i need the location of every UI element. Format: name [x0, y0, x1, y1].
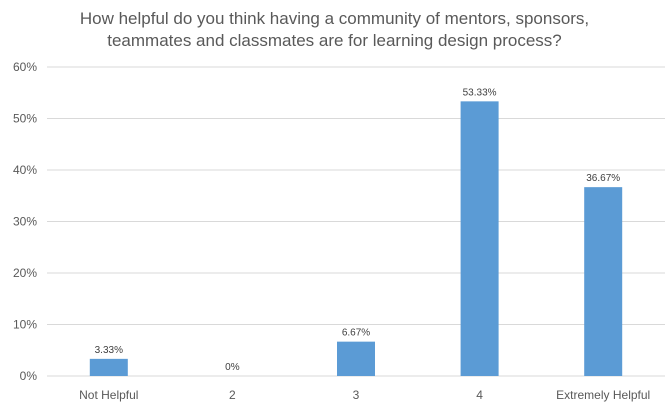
y-tick-label: 20%	[13, 266, 37, 280]
y-tick-label: 30%	[13, 215, 37, 229]
y-tick-label: 50%	[13, 112, 37, 126]
y-tick-label: 0%	[20, 369, 38, 383]
x-tick-label: 4	[476, 388, 483, 402]
data-label: 6.67%	[342, 328, 370, 339]
data-label: 36.67%	[586, 173, 620, 184]
x-tick-label: 2	[229, 388, 236, 402]
data-label: 3.33%	[95, 345, 123, 356]
bar	[460, 101, 499, 377]
data-label: 53.33%	[463, 87, 497, 98]
chart-title: How helpful do you think having a commun…	[0, 8, 669, 52]
y-tick-label: 10%	[13, 318, 37, 332]
x-tick-label: Not Helpful	[79, 388, 138, 402]
bar	[89, 358, 128, 376]
bar	[584, 187, 623, 376]
y-tick-label: 40%	[13, 163, 37, 177]
y-tick-label: 60%	[13, 60, 37, 74]
data-label: 0%	[225, 362, 240, 373]
bar	[337, 341, 375, 376]
chart-title-line-2: teammates and classmates are for learnin…	[107, 31, 562, 50]
chart-title-line-1: How helpful do you think having a commun…	[79, 9, 590, 28]
x-tick-label: 3	[353, 388, 360, 402]
x-tick-label: Extremely Helpful	[556, 388, 650, 402]
